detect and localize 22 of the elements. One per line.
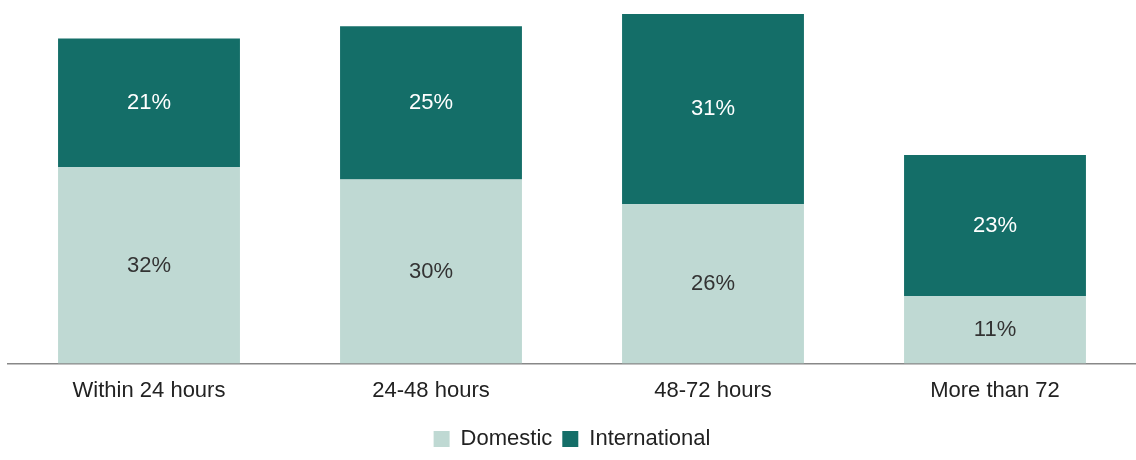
data-label: 25% [408,89,454,114]
bar [622,204,804,364]
data-label: 30% [408,257,454,283]
data-label: 21% [126,89,172,114]
legend-label: International [589,425,711,451]
x-tick-label: 24-48 hours [372,376,490,402]
data-label: 23% [972,211,1018,237]
bar [58,38,240,168]
bar [904,155,1086,297]
x-tick-label: Within 24 hours [72,376,226,402]
bar [340,26,522,180]
bar [340,179,522,364]
data-label: 11% [973,315,1017,341]
data-label: 26% [690,269,736,295]
bar [58,167,240,364]
legend-label: Domestic [460,425,553,451]
data-label: 32% [126,251,172,277]
x-tick-label: 48-72 hours [654,376,772,402]
x-tick-label: More than 72 [930,376,1060,402]
bar [904,296,1086,364]
data-label: 31% [690,95,736,121]
bar [622,14,804,205]
